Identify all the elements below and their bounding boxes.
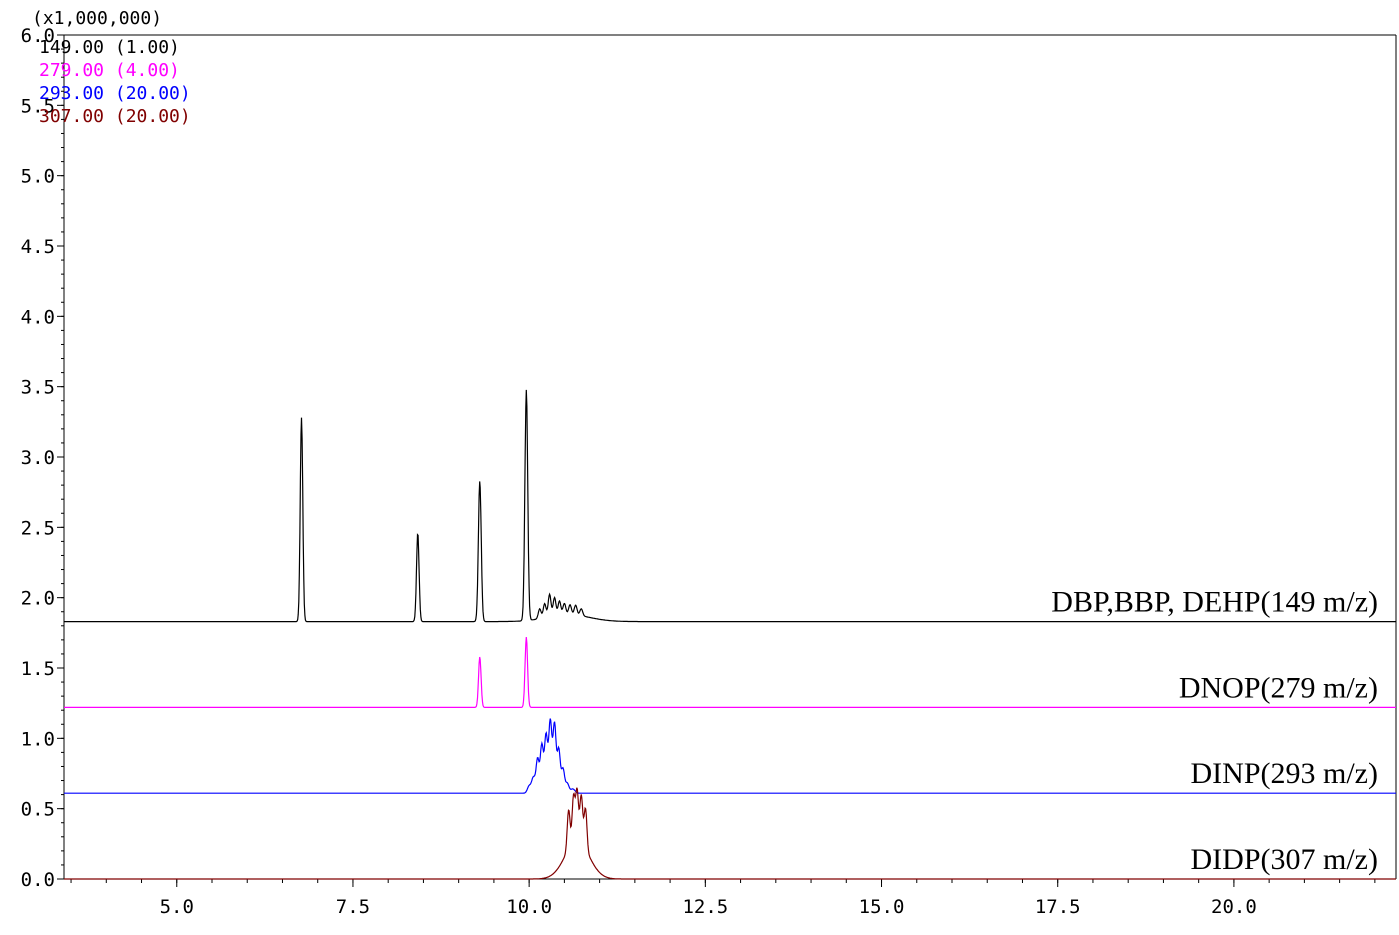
legend-item: 279.00 (4.00) bbox=[39, 60, 180, 81]
y-tick-label: 5.5 bbox=[21, 95, 55, 117]
y-tick-label: 1.0 bbox=[21, 728, 55, 750]
x-tick-label: 12.5 bbox=[682, 896, 728, 918]
y-tick-label: 3.5 bbox=[21, 377, 55, 399]
series-label: DBP,BBP, DEHP(149 m/z) bbox=[1051, 586, 1378, 619]
series-line bbox=[64, 389, 1396, 623]
y-tick-label: 1.5 bbox=[21, 658, 55, 680]
x-tick-label: 20.0 bbox=[1211, 896, 1257, 918]
y-tick-label: 0.5 bbox=[21, 799, 55, 821]
y-tick-label: 4.0 bbox=[21, 306, 55, 328]
y-tick-label: 2.5 bbox=[21, 517, 55, 539]
series-label: DIDP(307 m/z) bbox=[1191, 843, 1378, 876]
legend-item: 149.00 (1.00) bbox=[39, 37, 180, 58]
y-tick-label: 4.5 bbox=[21, 236, 55, 258]
traces bbox=[64, 389, 1396, 880]
labels: DBP,BBP, DEHP(149 m/z) DNOP(279 m/z) DINP(… bbox=[1051, 586, 1378, 876]
x-tick-label: 10.0 bbox=[506, 896, 552, 918]
legend-item: 293.00 (20.00) bbox=[39, 83, 191, 104]
series-line bbox=[64, 637, 1396, 709]
series-line bbox=[64, 718, 1396, 794]
y-tick-label: 3.0 bbox=[21, 447, 55, 469]
series-label: DNOP(279 m/z) bbox=[1179, 671, 1378, 704]
x-tick-label: 17.5 bbox=[1035, 896, 1081, 918]
series-label: DINP(293 m/z) bbox=[1191, 757, 1378, 790]
x-tick-label: 7.5 bbox=[336, 896, 370, 918]
y-tick-label: 6.0 bbox=[21, 25, 55, 47]
legend-item: 307.00 (20.00) bbox=[39, 106, 191, 127]
x-tick-label: 5.0 bbox=[160, 896, 194, 918]
y-tick-label: 0.0 bbox=[21, 869, 55, 891]
y-scale-note: (x1,000,000) bbox=[32, 8, 162, 29]
axes: 0.0 0.5 1.0 1.5 2.0 2.5 3.0 3.5 4.0 4.5 5.0 5.5 6.0 5… bbox=[21, 25, 1397, 918]
x-tick-label: 15.0 bbox=[859, 896, 905, 918]
y-tick-label: 2.0 bbox=[21, 588, 55, 610]
series-line bbox=[64, 787, 1396, 880]
y-tick-label: 5.0 bbox=[21, 166, 55, 188]
legend: 149.00 (1.00)279.00 (4.00)293.00 (20.00)… bbox=[39, 37, 191, 127]
